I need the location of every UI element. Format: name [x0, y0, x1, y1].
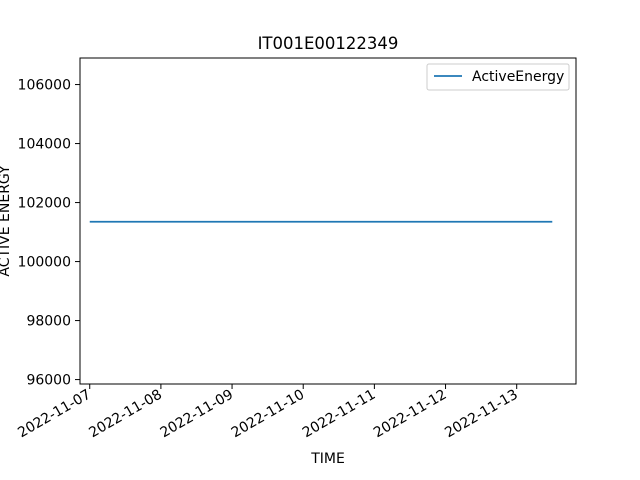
y-tick-label: 100000 [18, 255, 71, 271]
y-tick-label: 106000 [18, 78, 71, 94]
legend: ActiveEnergy [426, 63, 570, 91]
plot-frame [79, 57, 577, 385]
y-tick-label: 104000 [18, 137, 71, 153]
y-tick-label: 102000 [18, 196, 71, 212]
legend-label: ActiveEnergy [472, 69, 564, 85]
y-tick-layer: 96000 98000 100000 102000 104000 106000 [18, 78, 80, 389]
x-axis-label: TIME [310, 451, 345, 467]
chart-title: IT001E00122349 [258, 34, 399, 53]
y-axis-label: ACTIVE ENERGY [0, 165, 13, 277]
legend-box [426, 63, 570, 91]
y-tick-label: 98000 [26, 314, 71, 330]
y-tick-label: 96000 [26, 373, 71, 389]
